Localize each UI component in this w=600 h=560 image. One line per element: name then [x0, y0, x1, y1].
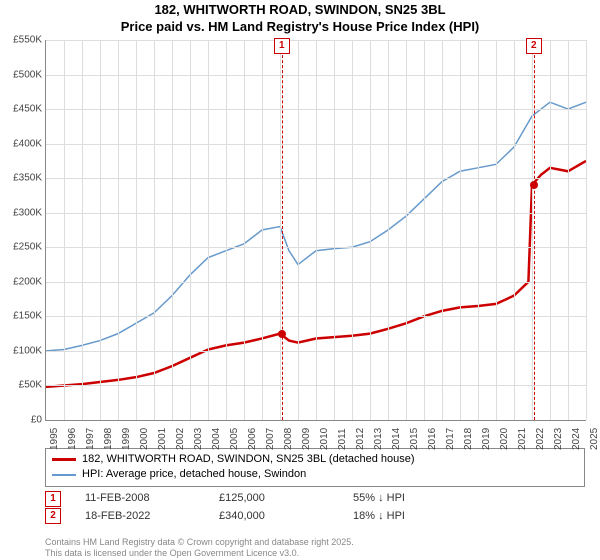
table-row: 2 18-FEB-2022 £340,000 18% ↓ HPI: [45, 508, 585, 526]
legend-swatch-blue: [52, 474, 76, 476]
x-axis-label: 2013: [373, 428, 384, 450]
marker-box: 2: [526, 38, 542, 54]
y-axis-label: £100K: [13, 345, 42, 356]
x-axis-label: 2014: [391, 428, 402, 450]
x-axis-label: 2021: [517, 428, 528, 450]
y-axis-label: £250K: [13, 242, 42, 253]
legend: 182, WHITWORTH ROAD, SWINDON, SN25 3BL (…: [45, 448, 585, 487]
marker-1-icon: 1: [45, 491, 61, 507]
sale-delta: 18% ↓ HPI: [353, 508, 463, 526]
sale-dot: [278, 330, 286, 338]
legend-row-blue: HPI: Average price, detached house, Swin…: [52, 467, 578, 482]
x-axis-label: 2025: [589, 428, 600, 450]
x-axis-label: 2002: [175, 428, 186, 450]
attribution-line-1: Contains HM Land Registry data © Crown c…: [45, 537, 354, 548]
x-axis-label: 1999: [121, 428, 132, 450]
x-axis-label: 2001: [157, 428, 168, 450]
x-axis-label: 2005: [229, 428, 240, 450]
y-axis-label: £150K: [13, 311, 42, 322]
x-axis-label: 2012: [355, 428, 366, 450]
sale-price: £125,000: [219, 490, 329, 508]
x-axis-label: 2019: [481, 428, 492, 450]
x-axis-label: 2008: [283, 428, 294, 450]
y-axis-label: £350K: [13, 173, 42, 184]
x-axis-label: 2024: [571, 428, 582, 450]
y-axis-label: £0: [31, 415, 42, 426]
x-axis-label: 1998: [103, 428, 114, 450]
y-axis-label: £300K: [13, 207, 42, 218]
chart-title: 182, WHITWORTH ROAD, SWINDON, SN25 3BL P…: [0, 0, 600, 36]
x-axis-label: 2007: [265, 428, 276, 450]
attribution-line-2: This data is licensed under the Open Gov…: [45, 548, 354, 559]
y-axis-label: £200K: [13, 276, 42, 287]
plot-area: 12: [45, 40, 586, 421]
x-axis-label: 2009: [301, 428, 312, 450]
x-axis-label: 2015: [409, 428, 420, 450]
title-line-1: 182, WHITWORTH ROAD, SWINDON, SN25 3BL: [0, 2, 600, 19]
legend-swatch-red: [52, 458, 76, 461]
sales-table: 1 11-FEB-2008 £125,000 55% ↓ HPI 2 18-FE…: [45, 490, 585, 525]
x-axis-label: 2004: [211, 428, 222, 450]
x-axis-label: 2023: [553, 428, 564, 450]
sale-date: 18-FEB-2022: [85, 508, 195, 526]
chart-container: 182, WHITWORTH ROAD, SWINDON, SN25 3BL P…: [0, 0, 600, 560]
x-axis-label: 1997: [85, 428, 96, 450]
x-axis-label: 2018: [463, 428, 474, 450]
sale-price: £340,000: [219, 508, 329, 526]
sale-delta: 55% ↓ HPI: [353, 490, 463, 508]
table-row: 1 11-FEB-2008 £125,000 55% ↓ HPI: [45, 490, 585, 508]
x-axis-label: 2016: [427, 428, 438, 450]
legend-label-red: 182, WHITWORTH ROAD, SWINDON, SN25 3BL (…: [82, 452, 415, 467]
y-axis-label: £50K: [19, 380, 42, 391]
y-axis-label: £500K: [13, 69, 42, 80]
x-axis-label: 2017: [445, 428, 456, 450]
attribution: Contains HM Land Registry data © Crown c…: [45, 537, 354, 559]
x-axis-label: 2003: [193, 428, 204, 450]
y-axis-label: £400K: [13, 138, 42, 149]
sale-dot: [530, 181, 538, 189]
marker-2-icon: 2: [45, 508, 61, 524]
x-axis-label: 2006: [247, 428, 258, 450]
x-axis-label: 1995: [49, 428, 60, 450]
x-axis-label: 2020: [499, 428, 510, 450]
y-axis-label: £550K: [13, 35, 42, 46]
sale-date: 11-FEB-2008: [85, 490, 195, 508]
legend-row-red: 182, WHITWORTH ROAD, SWINDON, SN25 3BL (…: [52, 452, 578, 467]
x-axis-label: 2022: [535, 428, 546, 450]
legend-label-blue: HPI: Average price, detached house, Swin…: [82, 467, 306, 482]
y-axis-label: £450K: [13, 104, 42, 115]
title-line-2: Price paid vs. HM Land Registry's House …: [0, 19, 600, 36]
x-axis-label: 1996: [67, 428, 78, 450]
x-axis-label: 2000: [139, 428, 150, 450]
x-axis-label: 2010: [319, 428, 330, 450]
marker-box: 1: [274, 38, 290, 54]
x-axis-label: 2011: [337, 428, 348, 450]
